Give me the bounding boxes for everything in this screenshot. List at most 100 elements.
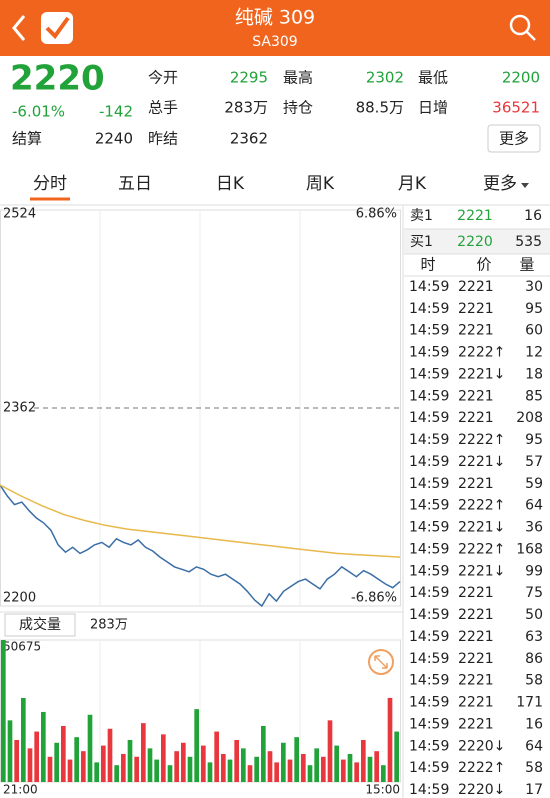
volume-bar xyxy=(174,751,179,782)
trade-price: 2221↓ xyxy=(458,454,505,470)
price-line xyxy=(0,484,401,558)
tab[interactable]: 月K xyxy=(398,174,427,194)
tab[interactable]: 更多 xyxy=(483,174,517,194)
trade-time: 14:59 xyxy=(409,673,449,689)
tab-bar xyxy=(0,160,550,205)
trade-time: 14:59 xyxy=(409,388,449,404)
volume-bar xyxy=(261,725,266,782)
trade-time: 14:59 xyxy=(409,782,449,798)
volume-bar xyxy=(147,748,153,782)
volume-bar xyxy=(287,759,293,782)
volume-bar xyxy=(141,723,146,782)
subtitle: SA309 xyxy=(252,34,297,50)
volume-bar xyxy=(381,765,386,782)
trade-time: 14:59 xyxy=(409,760,449,776)
volume-bar xyxy=(107,728,113,782)
volume-bar xyxy=(161,734,166,782)
tab[interactable]: 周K xyxy=(306,174,335,194)
trade-volume: 17 xyxy=(525,782,543,798)
volume-label: 总手 xyxy=(148,99,178,117)
volume-bar xyxy=(41,711,46,782)
volume-bar xyxy=(54,742,59,782)
volume-bar xyxy=(167,765,173,782)
trade-price: 2221 xyxy=(458,716,494,732)
trade-time: 14:59 xyxy=(409,279,449,295)
volume-bar xyxy=(101,745,106,782)
open-label: 今开 xyxy=(148,69,178,87)
volume-bar xyxy=(361,739,366,782)
trade-time: 14:59 xyxy=(409,520,449,536)
oi: 88.5万 xyxy=(356,99,404,117)
trade-volume: 30 xyxy=(525,279,543,295)
trade-volume: 18 xyxy=(525,366,543,382)
ask-label: 卖1 xyxy=(410,208,433,224)
volume-bar xyxy=(14,739,19,782)
trade-volume: 171 xyxy=(516,695,543,711)
volume-bar xyxy=(254,756,259,782)
bid-volume: 535 xyxy=(515,234,542,250)
settle-label: 结算 xyxy=(12,130,42,148)
y-tick-label: 2524 xyxy=(3,207,36,222)
trade-time: 14:59 xyxy=(409,366,449,382)
volume-bar xyxy=(221,753,226,782)
volume-bar xyxy=(127,739,133,782)
tab[interactable]: 分时 xyxy=(33,174,67,194)
volume-bar xyxy=(154,759,159,782)
trade-time: 14:59 xyxy=(409,585,449,601)
tab[interactable]: 日K xyxy=(216,174,245,194)
trade-price: 2221 xyxy=(458,301,494,317)
trade-volume: 64 xyxy=(525,738,543,754)
trade-time: 14:59 xyxy=(409,607,449,623)
volume-bar xyxy=(267,751,273,782)
trade-price: 2221↓ xyxy=(458,563,505,579)
trade-price: 2222↑ xyxy=(458,498,505,514)
volume-bar xyxy=(21,697,26,782)
price-line xyxy=(0,484,401,608)
more-button[interactable] xyxy=(487,124,541,153)
trade-time: 14:59 xyxy=(409,301,449,317)
watch-toggle[interactable] xyxy=(41,12,73,44)
trade-time: 14:59 xyxy=(409,716,449,732)
trade-price: 2221 xyxy=(458,651,494,667)
trade-time: 14:59 xyxy=(409,345,449,361)
trade-time: 14:59 xyxy=(409,432,449,448)
volume-bar xyxy=(1,640,6,782)
back-button[interactable] xyxy=(12,15,26,41)
trade-price: 2221 xyxy=(458,410,494,426)
volume-bar xyxy=(314,748,319,782)
tab[interactable]: 五日 xyxy=(118,174,152,194)
volume-bar xyxy=(134,756,139,782)
trade-price: 2221↓ xyxy=(458,520,505,536)
search-handle xyxy=(526,31,536,41)
volume-bar xyxy=(241,748,246,782)
search-button[interactable] xyxy=(509,14,531,36)
volume-bar xyxy=(187,756,193,782)
x-tick-label: 21:00 xyxy=(3,783,38,797)
x-tick-label: 15:00 xyxy=(365,783,400,797)
last-price: 2220 xyxy=(10,59,105,99)
open: 2295 xyxy=(230,69,268,87)
trade-time: 14:59 xyxy=(409,738,449,754)
volume-bar xyxy=(341,759,346,782)
volume-bar xyxy=(321,756,326,782)
y-tick-label: 2200 xyxy=(3,591,36,606)
trade-price: 2220↓ xyxy=(458,782,505,798)
indicator-box[interactable] xyxy=(4,613,76,637)
volume-bar xyxy=(114,765,119,782)
trade-price: 2222↑ xyxy=(458,432,505,448)
volume-bar xyxy=(281,742,286,782)
volume-bar xyxy=(227,759,233,782)
volume-bar xyxy=(7,720,13,782)
indicator-total: 283万 xyxy=(90,618,128,633)
trade-price: 2221 xyxy=(458,695,494,711)
zoom-button[interactable] xyxy=(368,649,394,675)
trade-volume: 12 xyxy=(525,345,543,361)
check-icon xyxy=(45,16,70,40)
trade-volume: 58 xyxy=(525,760,543,776)
volume-bar xyxy=(47,756,53,782)
trade-volume: 75 xyxy=(525,585,543,601)
prev-settle-label: 昨结 xyxy=(148,130,178,148)
trade-time: 14:59 xyxy=(409,541,449,557)
bid-price: 2220 xyxy=(457,234,493,250)
trade-volume: 50 xyxy=(525,607,543,623)
